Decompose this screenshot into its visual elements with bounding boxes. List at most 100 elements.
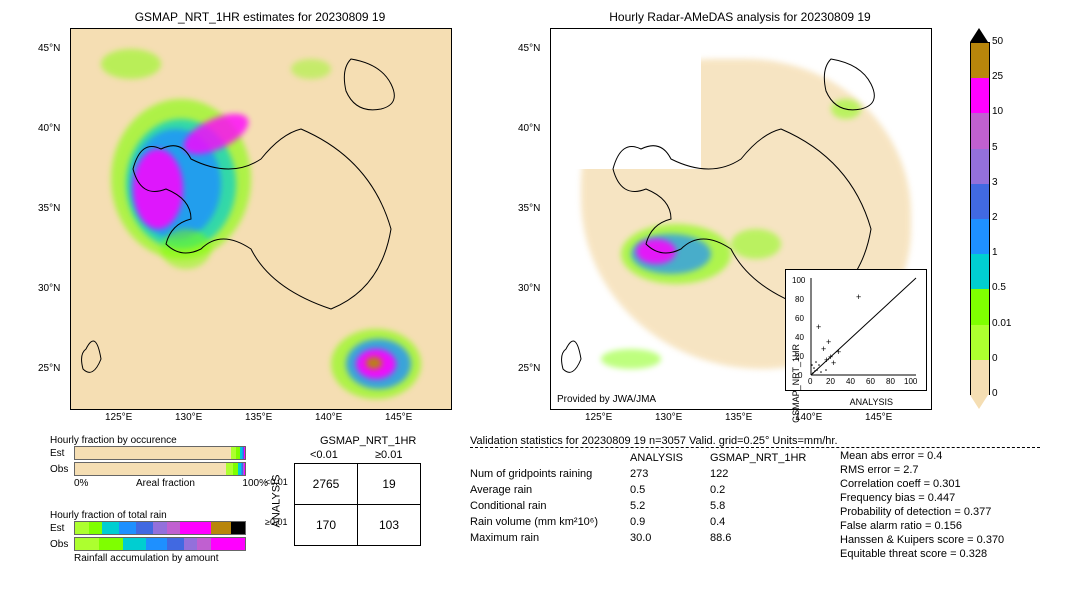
colorbar-segment: [970, 289, 990, 324]
bar-segment: [136, 522, 153, 534]
svg-text:+: +: [816, 322, 821, 332]
colorbar-segment: [970, 149, 990, 184]
skill-line: Probability of detection = 0.377: [840, 506, 1004, 518]
svg-text:80: 80: [795, 295, 804, 304]
colorbar-tick-label: 50: [992, 36, 1003, 47]
stat-val-analysis: 0.9: [630, 516, 710, 528]
svg-text:+: +: [824, 355, 829, 365]
ytick: 35°N: [518, 203, 540, 214]
colorbar-segment: [970, 254, 990, 289]
svg-text:60: 60: [795, 314, 804, 323]
svg-text:40: 40: [795, 333, 804, 342]
xtick: 135°E: [725, 412, 752, 423]
bar-segment: [99, 538, 123, 550]
bar-est: [74, 446, 246, 460]
right-map-title: Hourly Radar-AMeDAS analysis for 2023080…: [550, 10, 930, 24]
figure-root: GSMAP_NRT_1HR estimates for 20230809 19 …: [10, 10, 1070, 602]
colorbar-segment: [970, 42, 990, 78]
colorbar-tick-label: 1: [992, 247, 998, 258]
colorbar-segment: [970, 325, 990, 360]
colorbar-segment: [970, 219, 990, 254]
ytick: 25°N: [38, 363, 60, 374]
colorbar-segment: [970, 78, 990, 113]
ct-cell: 170: [295, 505, 358, 546]
svg-text:100: 100: [904, 377, 918, 386]
xtick: 145°E: [385, 412, 412, 423]
bar-obs: [74, 462, 246, 476]
bar-segment: [211, 522, 231, 534]
ytick: 45°N: [38, 43, 60, 54]
bar-est: [74, 521, 246, 535]
ytick: 30°N: [518, 283, 540, 294]
bar-segment: [75, 538, 99, 550]
row-label: Obs: [50, 539, 74, 550]
ytick: 45°N: [518, 43, 540, 54]
bar-segment: [197, 538, 211, 550]
svg-text:40: 40: [846, 377, 855, 386]
hourly-fraction-total-rain: Hourly fraction of total rain Est Obs Ra…: [50, 510, 260, 564]
bar-segment: [244, 447, 245, 459]
bar-segment: [180, 522, 211, 534]
stat-val-gsmap: 0.4: [710, 516, 830, 528]
bar-segment: [75, 463, 226, 475]
colorbar-under-icon: [970, 395, 988, 409]
bar-segment: [211, 538, 245, 550]
svg-text:60: 60: [866, 377, 875, 386]
bar-segment: [226, 463, 233, 475]
stat-val-gsmap: 0.2: [710, 484, 830, 496]
xaxis-0: 0%: [74, 478, 88, 489]
stat-val-gsmap: 88.6: [710, 532, 830, 544]
colorbar-tick-label: 0.01: [992, 318, 1011, 329]
ytick: 40°N: [38, 123, 60, 134]
row-label: Est: [50, 448, 74, 459]
skill-line: Correlation coeff = 0.301: [840, 478, 1004, 490]
xtick: 140°E: [795, 412, 822, 423]
bar-segment: [167, 538, 184, 550]
xtick: 145°E: [865, 412, 892, 423]
xtick: 135°E: [245, 412, 272, 423]
stats-title: Validation statistics for 20230809 19 n=…: [470, 435, 1040, 448]
svg-text:0: 0: [808, 377, 813, 386]
col-header: ANALYSIS: [630, 452, 710, 464]
stat-label: Num of gridpoints raining: [470, 468, 630, 480]
colorbar-over-icon: [970, 28, 988, 42]
skill-line: False alarm ratio = 0.156: [840, 520, 1004, 532]
ct-title: GSMAP_NRT_1HR: [320, 435, 416, 447]
right-map: Provided by JWA/JMA 020406080100 0204060…: [550, 28, 932, 410]
colorbar-tick-label: 2: [992, 212, 998, 223]
panel-title: Hourly fraction of total rain: [50, 510, 260, 521]
ytick: 30°N: [38, 283, 60, 294]
colorbar-tick-label: 0: [992, 353, 998, 364]
ytick: 40°N: [518, 123, 540, 134]
svg-text:+: +: [856, 292, 861, 302]
ct-col0: <0.01: [310, 449, 338, 461]
bar-segment: [75, 447, 231, 459]
left-map-title: GSMAP_NRT_1HR estimates for 20230809 19: [70, 10, 450, 24]
svg-text:+: +: [836, 347, 841, 357]
inset-scatter: 020406080100 020406080100 ++ ++ ++ ++: [785, 269, 927, 391]
svg-text:80: 80: [886, 377, 895, 386]
stat-label: Rain volume (mm km²10⁶): [470, 516, 630, 528]
svg-text:100: 100: [792, 276, 806, 285]
col-header: GSMAP_NRT_1HR: [710, 452, 830, 464]
ytick: 25°N: [518, 363, 540, 374]
bar-obs: [74, 537, 246, 551]
panel-title: Hourly fraction by occurence: [50, 435, 260, 446]
bar-segment: [184, 538, 198, 550]
skill-scores: Mean abs error = 0.4RMS error = 2.7Corre…: [840, 450, 1004, 562]
bar-segment: [146, 538, 166, 550]
bar-segment: [153, 522, 167, 534]
ct-col1: ≥0.01: [375, 449, 402, 461]
xaxis-label: Areal fraction: [136, 478, 195, 489]
stat-val-analysis: 273: [630, 468, 710, 480]
stat-val-gsmap: 5.8: [710, 500, 830, 512]
stat-label: Conditional rain: [470, 500, 630, 512]
hourly-fraction-occurrence: Hourly fraction by occurence Est Obs 0% …: [50, 435, 260, 489]
bar-segment: [75, 522, 89, 534]
skill-line: Frequency bias = 0.447: [840, 492, 1004, 504]
bar-segment: [89, 522, 103, 534]
colorbar-tick-label: 0: [992, 388, 998, 399]
attribution-label: Provided by JWA/JMA: [557, 394, 656, 405]
svg-text:+: +: [831, 358, 836, 368]
colorbar-tick-label: 25: [992, 71, 1003, 82]
